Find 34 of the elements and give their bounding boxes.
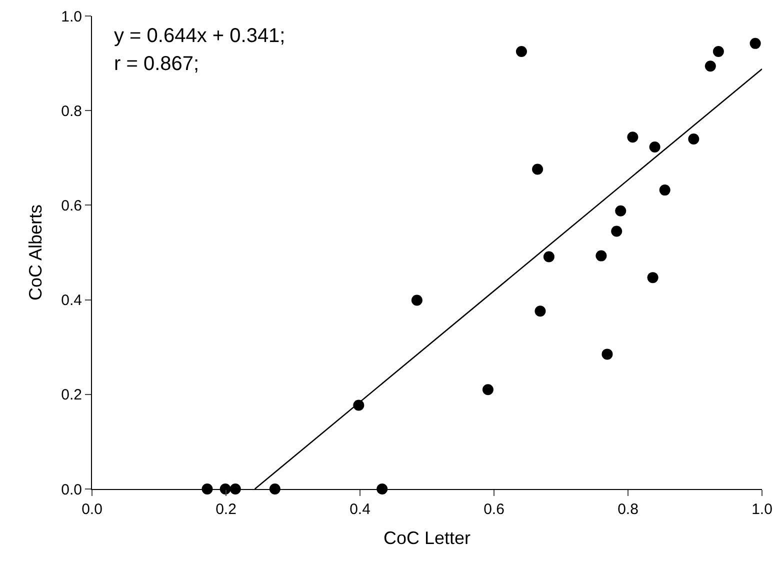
point xyxy=(543,251,554,262)
point xyxy=(602,348,613,360)
y-axis-title: CoC Alberts xyxy=(25,204,46,301)
x-tick-label: 0.8 xyxy=(618,501,638,518)
x-tick-label: 1.0 xyxy=(752,501,772,518)
point xyxy=(688,133,700,144)
x-tick-label: 0.2 xyxy=(216,501,236,518)
point xyxy=(627,132,638,143)
x-tick-label: 0.6 xyxy=(484,501,504,518)
annotation: r = 0.867; xyxy=(114,53,200,75)
point xyxy=(750,38,761,49)
point xyxy=(596,250,607,262)
x-axis-title: CoC Letter xyxy=(383,528,471,548)
point xyxy=(534,306,546,317)
y-tick-label: 0.8 xyxy=(61,102,82,120)
y-tick-label: 0.4 xyxy=(61,292,82,310)
point xyxy=(712,46,724,57)
x-tick-label: 0.0 xyxy=(82,501,102,518)
y-tick-label: 0.2 xyxy=(61,386,82,404)
point xyxy=(647,272,658,284)
y-tick-label: 0.0 xyxy=(61,481,82,498)
point xyxy=(532,164,544,175)
point xyxy=(482,384,494,396)
annotation: y = 0.644x + 0.341; xyxy=(114,25,286,47)
y-tick-label: 0.6 xyxy=(61,197,82,214)
point xyxy=(704,60,716,72)
point xyxy=(615,205,626,216)
x-tick-label: 0.4 xyxy=(350,501,370,518)
point xyxy=(611,226,622,237)
y-tick-label: 1.0 xyxy=(61,8,82,26)
point xyxy=(659,184,670,196)
point xyxy=(411,294,422,306)
point xyxy=(516,46,527,57)
point xyxy=(649,142,660,153)
